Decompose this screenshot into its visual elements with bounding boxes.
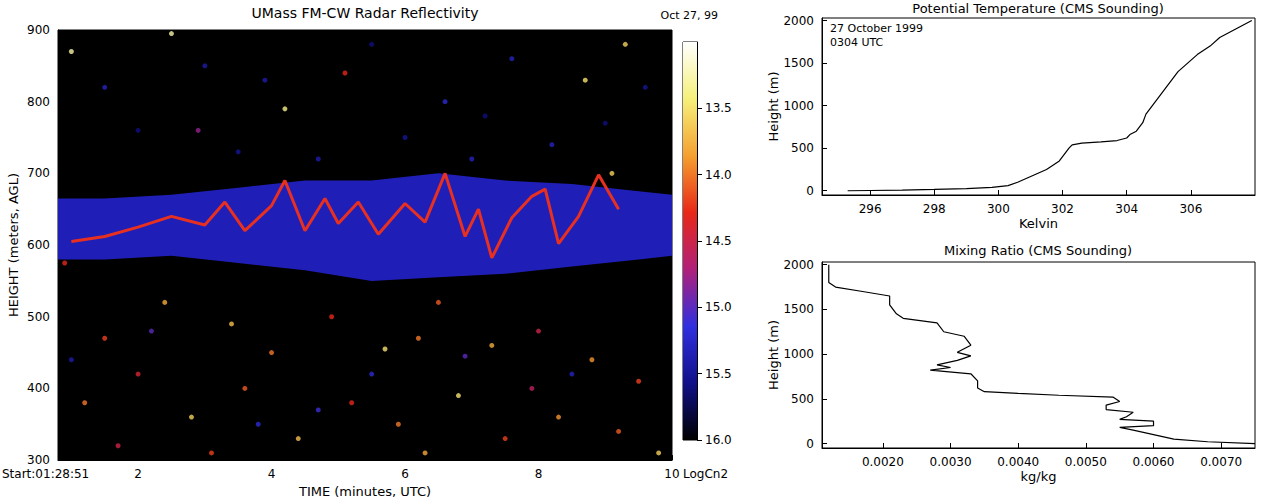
svg-text:6: 6	[401, 467, 409, 481]
svg-text:13.5: 13.5	[705, 101, 732, 115]
svg-text:306: 306	[1179, 202, 1202, 216]
svg-text:700: 700	[27, 166, 50, 180]
svg-text:0.0070: 0.0070	[1200, 455, 1242, 469]
svg-text:15.5: 15.5	[705, 367, 732, 381]
svg-text:0.0050: 0.0050	[1065, 455, 1107, 469]
svg-text:1000: 1000	[783, 347, 814, 361]
svg-text:4: 4	[268, 467, 276, 481]
svg-text:8: 8	[535, 467, 543, 481]
svg-text:14.0: 14.0	[705, 168, 732, 182]
svg-text:10: 10	[664, 467, 679, 481]
svg-text:Height (m): Height (m)	[766, 320, 781, 390]
svg-text:27 October 1999: 27 October 1999	[830, 22, 923, 35]
svg-text:HEIGHT (meters, AGL): HEIGHT (meters, AGL)	[6, 173, 21, 317]
svg-text:kg/kg: kg/kg	[1021, 469, 1057, 484]
svg-text:500: 500	[791, 392, 814, 406]
svg-text:500: 500	[27, 310, 50, 324]
svg-text:400: 400	[27, 381, 50, 395]
svg-text:900: 900	[27, 23, 50, 37]
svg-text:Kelvin: Kelvin	[1019, 216, 1058, 231]
svg-text:Start:01:28:51: Start:01:28:51	[2, 467, 89, 481]
svg-text:296: 296	[859, 202, 882, 216]
svg-text:Height (m): Height (m)	[766, 72, 781, 142]
svg-text:TIME (minutes, UTC): TIME (minutes, UTC)	[298, 484, 431, 499]
svg-text:0.0030: 0.0030	[930, 455, 972, 469]
svg-text:800: 800	[27, 95, 50, 109]
svg-text:Potential Temperature (CMS Sou: Potential Temperature (CMS Sounding)	[912, 1, 1163, 16]
svg-text:500: 500	[791, 141, 814, 155]
svg-text:0.0060: 0.0060	[1133, 455, 1175, 469]
svg-text:302: 302	[1051, 202, 1074, 216]
svg-text:16.0: 16.0	[705, 433, 732, 447]
svg-text:UMass FM-CW Radar Reflectivity: UMass FM-CW Radar Reflectivity	[251, 5, 478, 21]
svg-text:300: 300	[27, 453, 50, 467]
svg-text:300: 300	[987, 202, 1010, 216]
svg-text:Mixing Ratio (CMS Sounding): Mixing Ratio (CMS Sounding)	[944, 243, 1132, 258]
svg-text:2000: 2000	[783, 14, 814, 28]
svg-text:600: 600	[27, 238, 50, 252]
svg-text:LogCn2: LogCn2	[683, 467, 728, 481]
svg-text:298: 298	[923, 202, 946, 216]
svg-text:1500: 1500	[783, 302, 814, 316]
svg-text:1000: 1000	[783, 99, 814, 113]
svg-text:0.0020: 0.0020	[862, 455, 904, 469]
svg-text:2000: 2000	[783, 258, 814, 272]
svg-text:0.0040: 0.0040	[997, 455, 1039, 469]
svg-text:2: 2	[134, 467, 142, 481]
svg-text:0: 0	[806, 437, 814, 451]
svg-text:14.5: 14.5	[705, 234, 732, 248]
svg-text:Oct 27, 99: Oct 27, 99	[660, 9, 718, 22]
svg-text:0: 0	[806, 184, 814, 198]
svg-text:304: 304	[1115, 202, 1138, 216]
svg-text:0304 UTC: 0304 UTC	[830, 36, 884, 49]
svg-text:15.0: 15.0	[705, 300, 732, 314]
svg-text:1500: 1500	[783, 56, 814, 70]
